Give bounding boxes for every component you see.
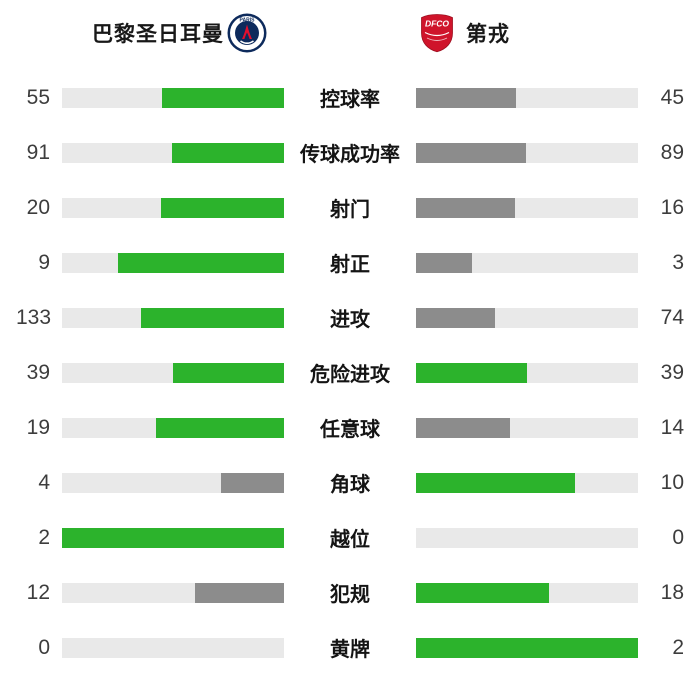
- away-bar-fill: [416, 472, 575, 493]
- home-bar: [62, 417, 284, 438]
- home-bar-fill: [156, 417, 284, 438]
- stat-label: 危险进攻: [310, 364, 390, 386]
- away-bar: [416, 637, 638, 658]
- away-value: 89: [660, 140, 684, 164]
- dfco-crest-text: DFCO: [425, 19, 449, 29]
- dfco-crest-icon: DFCO: [417, 13, 457, 53]
- home-bar-fill: [195, 582, 284, 603]
- away-bar: [416, 307, 638, 328]
- away-value: 39: [660, 360, 684, 384]
- away-value: 45: [660, 85, 684, 109]
- stat-label: 传球成功率: [300, 144, 400, 166]
- stat-row: 39 危险进攻 39: [0, 345, 700, 400]
- home-bar: [62, 527, 284, 548]
- stat-label: 任意球: [320, 419, 380, 441]
- home-value: 4: [38, 470, 50, 494]
- home-bar-fill: [117, 252, 284, 273]
- away-value: 16: [660, 195, 684, 219]
- stats-list: 55 控球率 45 91 传球成功率 89 20 射门 16 9: [0, 66, 700, 675]
- stat-row: 55 控球率 45: [0, 70, 700, 125]
- away-bar: [416, 142, 638, 163]
- stat-row: 12 犯规 18: [0, 565, 700, 620]
- stat-row: 0 黄牌 2: [0, 620, 700, 675]
- away-value: 74: [660, 305, 684, 329]
- home-bar-fill: [220, 472, 284, 493]
- home-bar-fill: [160, 197, 284, 218]
- away-bar-fill: [416, 417, 511, 438]
- away-value: 2: [672, 635, 684, 659]
- stat-label: 控球率: [320, 89, 380, 111]
- stat-label: 射正: [330, 254, 370, 276]
- away-value: 10: [660, 470, 684, 494]
- away-bar: [416, 472, 638, 493]
- away-bar-fill: [416, 87, 516, 108]
- home-value: 20: [26, 195, 50, 219]
- home-value: 133: [16, 305, 52, 329]
- home-team-name: 巴黎圣日耳曼: [92, 23, 224, 46]
- match-header: 巴黎圣日耳曼 PARIS DFCO 第戎: [0, 0, 700, 66]
- home-bar: [62, 362, 284, 383]
- home-bar-fill: [62, 527, 284, 548]
- home-bar-fill: [141, 307, 284, 328]
- home-bar: [62, 252, 284, 273]
- home-bar: [62, 307, 284, 328]
- away-bar-fill: [416, 197, 515, 218]
- home-bar-fill: [171, 142, 284, 163]
- stat-row: 91 传球成功率 89: [0, 125, 700, 180]
- away-team-name: 第戎: [466, 23, 510, 46]
- stat-label: 射门: [330, 199, 370, 221]
- match-stats-screen: 巴黎圣日耳曼 PARIS DFCO 第戎 55: [0, 0, 700, 675]
- away-value: 14: [660, 415, 684, 439]
- eiffel-tower-icon: [242, 24, 252, 39]
- away-bar: [416, 87, 638, 108]
- stat-label: 角球: [330, 474, 370, 496]
- home-bar-fill: [161, 87, 284, 108]
- away-bar-fill: [416, 252, 472, 273]
- home-value: 91: [26, 140, 50, 164]
- stat-row: 19 任意球 14: [0, 400, 700, 455]
- home-value: 9: [38, 250, 50, 274]
- home-value: 19: [26, 415, 50, 439]
- away-value: 0: [672, 525, 684, 549]
- stat-label: 进攻: [330, 309, 370, 331]
- away-bar: [416, 362, 638, 383]
- home-bar: [62, 582, 284, 603]
- away-bar: [416, 197, 638, 218]
- psg-crest-text: PARIS: [240, 18, 256, 24]
- away-bar: [416, 252, 638, 273]
- home-bar: [62, 472, 284, 493]
- home-value: 2: [38, 525, 50, 549]
- home-bar: [62, 142, 284, 163]
- away-value: 3: [672, 250, 684, 274]
- away-bar-fill: [416, 307, 496, 328]
- home-bar: [62, 637, 284, 658]
- stat-row: 9 射正 3: [0, 235, 700, 290]
- stat-row: 2 越位 0: [0, 510, 700, 565]
- stat-row: 20 射门 16: [0, 180, 700, 235]
- away-bar: [416, 417, 638, 438]
- home-value: 55: [26, 85, 50, 109]
- away-bar-fill: [416, 582, 550, 603]
- home-bar: [62, 87, 284, 108]
- home-value: 12: [26, 580, 50, 604]
- away-bar-fill: [416, 637, 638, 658]
- stat-label: 犯规: [330, 584, 370, 606]
- stat-label: 越位: [330, 529, 370, 551]
- away-bar-fill: [416, 362, 527, 383]
- home-bar: [62, 197, 284, 218]
- home-bar-fill: [173, 362, 284, 383]
- home-value: 39: [26, 360, 50, 384]
- stat-row: 133 进攻 74: [0, 290, 700, 345]
- home-value: 0: [38, 635, 50, 659]
- away-bar: [416, 582, 638, 603]
- stat-label: 黄牌: [330, 639, 370, 661]
- away-bar-fill: [416, 142, 526, 163]
- away-value: 18: [660, 580, 684, 604]
- psg-crest-icon: PARIS: [227, 13, 267, 53]
- away-bar: [416, 527, 638, 548]
- stat-row: 4 角球 10: [0, 455, 700, 510]
